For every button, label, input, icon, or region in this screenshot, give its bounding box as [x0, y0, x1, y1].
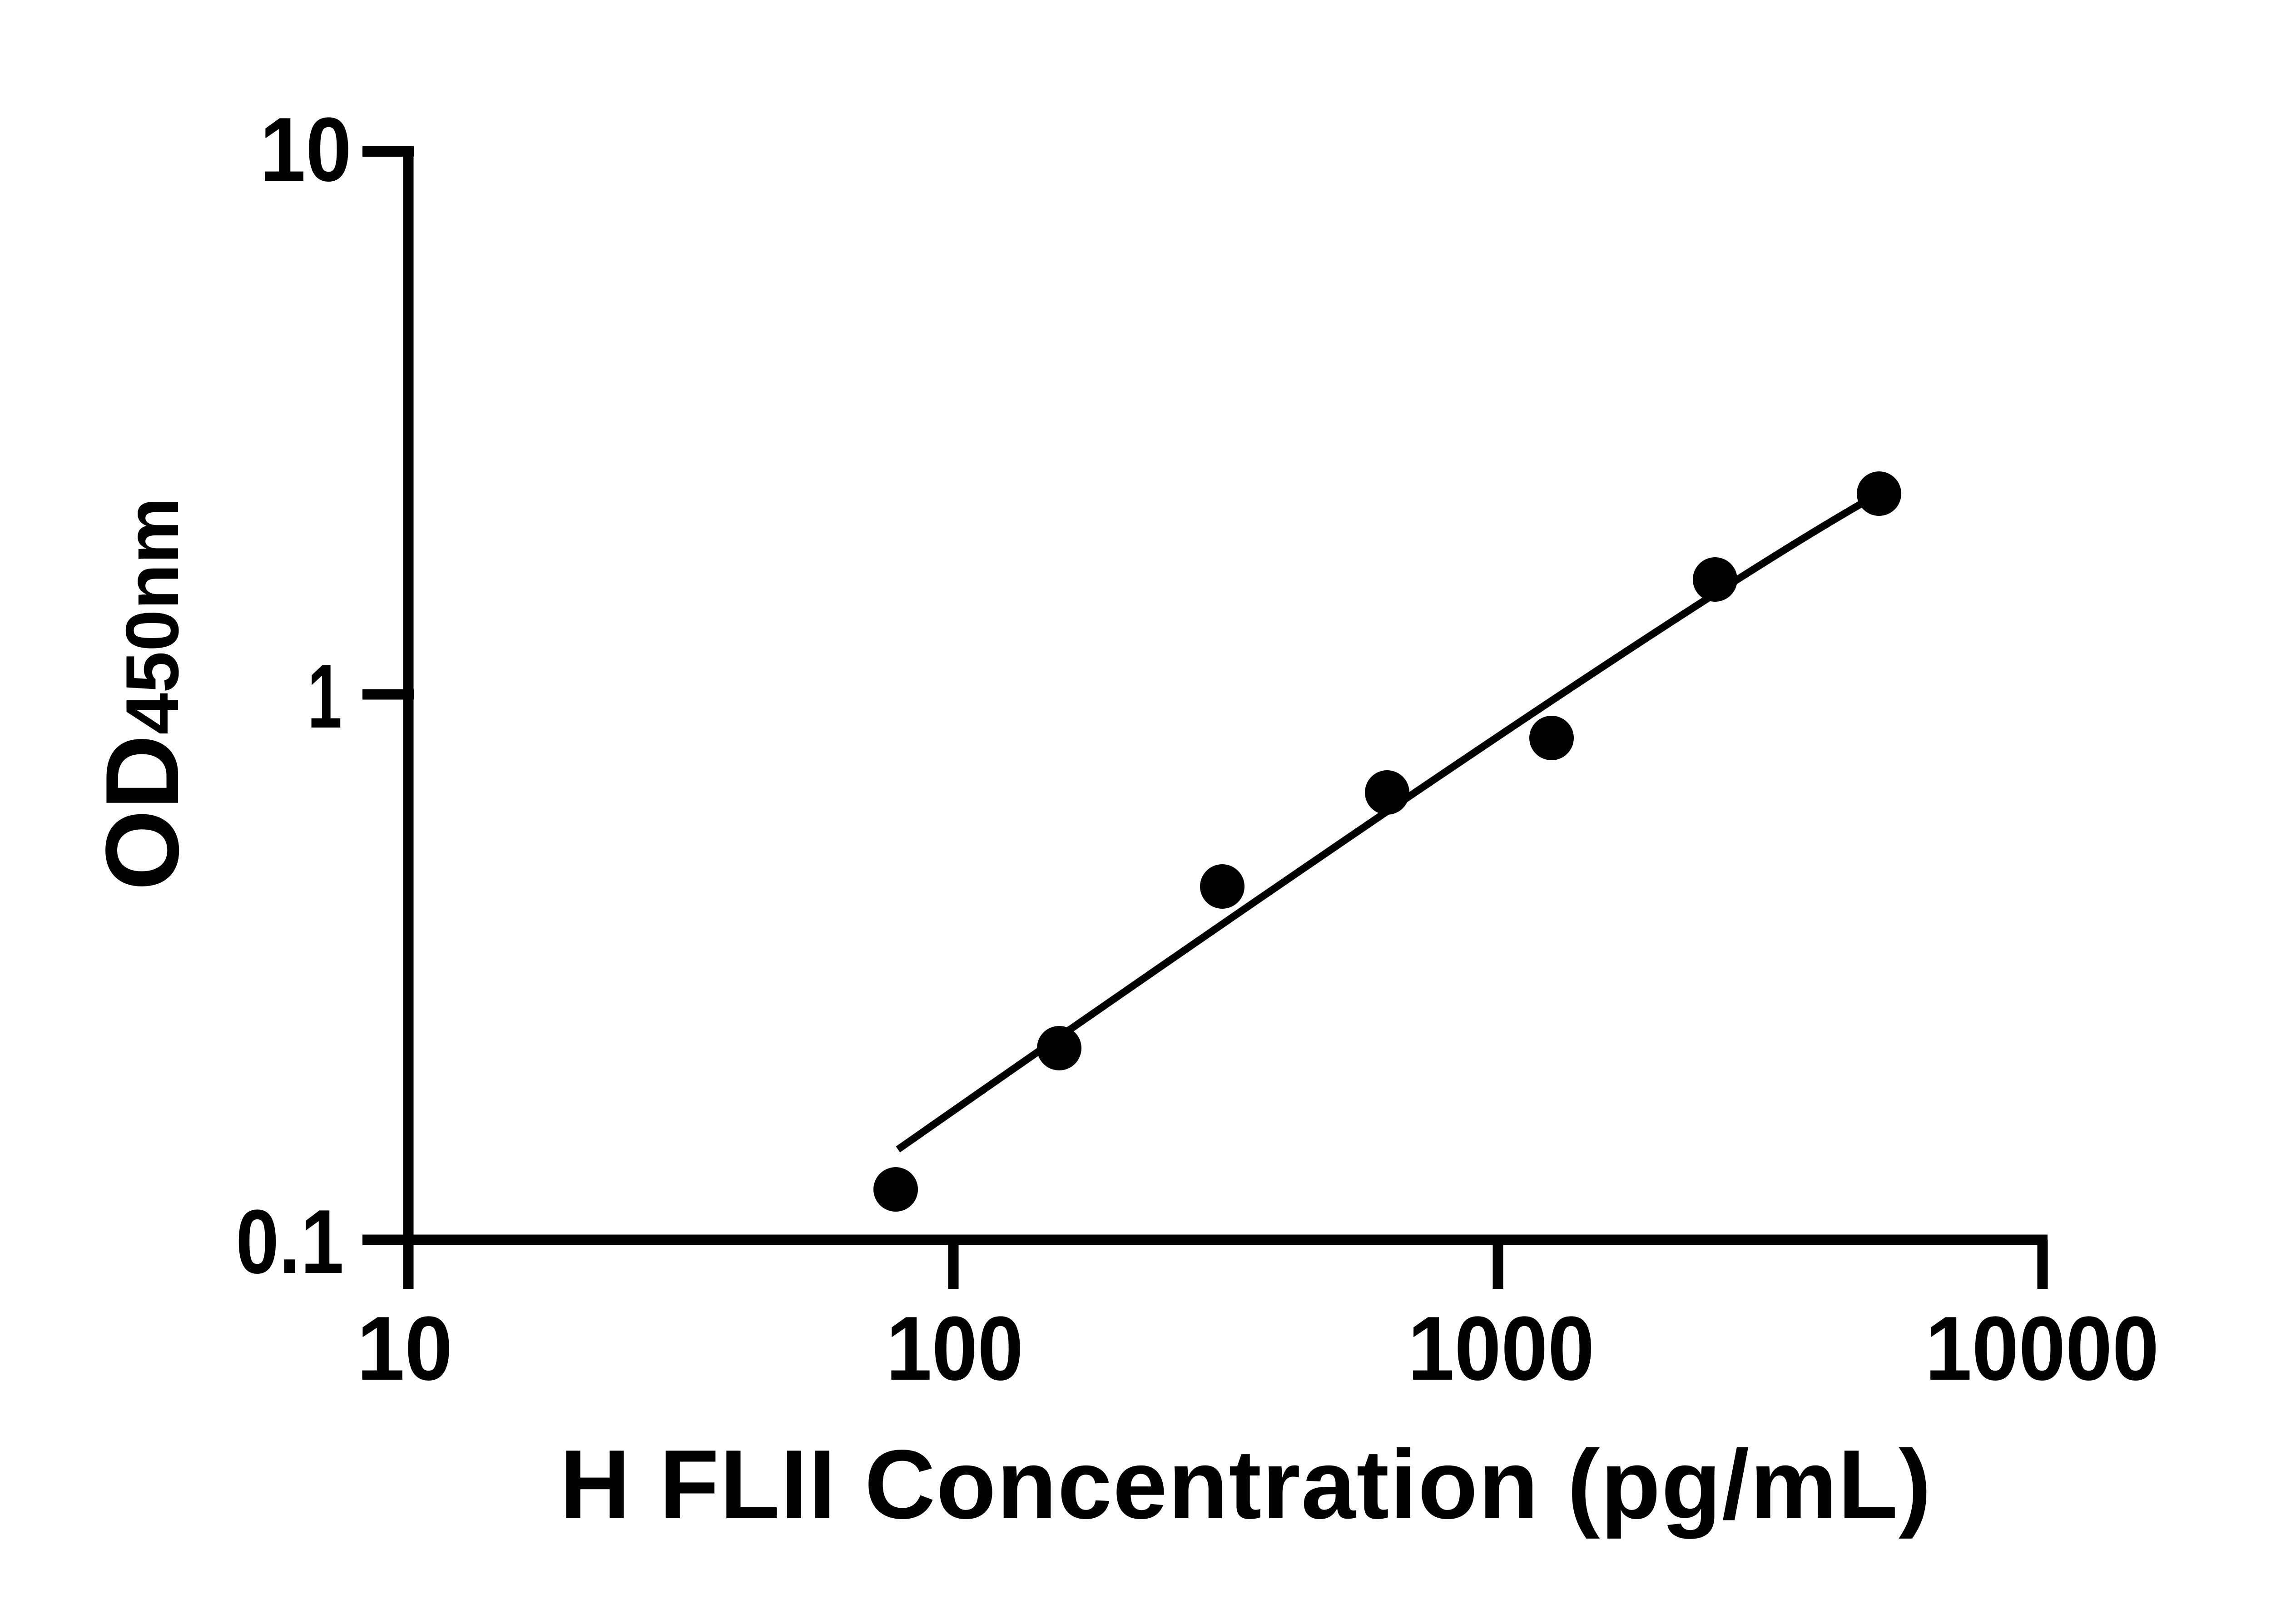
svg-text:1000: 1000 — [1408, 1298, 1595, 1399]
svg-text:10: 10 — [260, 99, 352, 200]
svg-text:0.1: 0.1 — [236, 1191, 344, 1292]
svg-text:10000: 10000 — [1925, 1298, 2159, 1399]
svg-text:1: 1 — [307, 646, 342, 747]
svg-text:100: 100 — [886, 1298, 1023, 1399]
svg-text:OD450nm: OD450nm — [84, 497, 200, 891]
svg-text:H FLII Concentration (pg/mL): H FLII Concentration (pg/mL) — [560, 1429, 1931, 1539]
svg-text:10: 10 — [357, 1298, 453, 1399]
